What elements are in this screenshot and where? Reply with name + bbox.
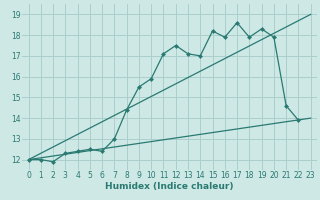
X-axis label: Humidex (Indice chaleur): Humidex (Indice chaleur) (105, 182, 234, 191)
